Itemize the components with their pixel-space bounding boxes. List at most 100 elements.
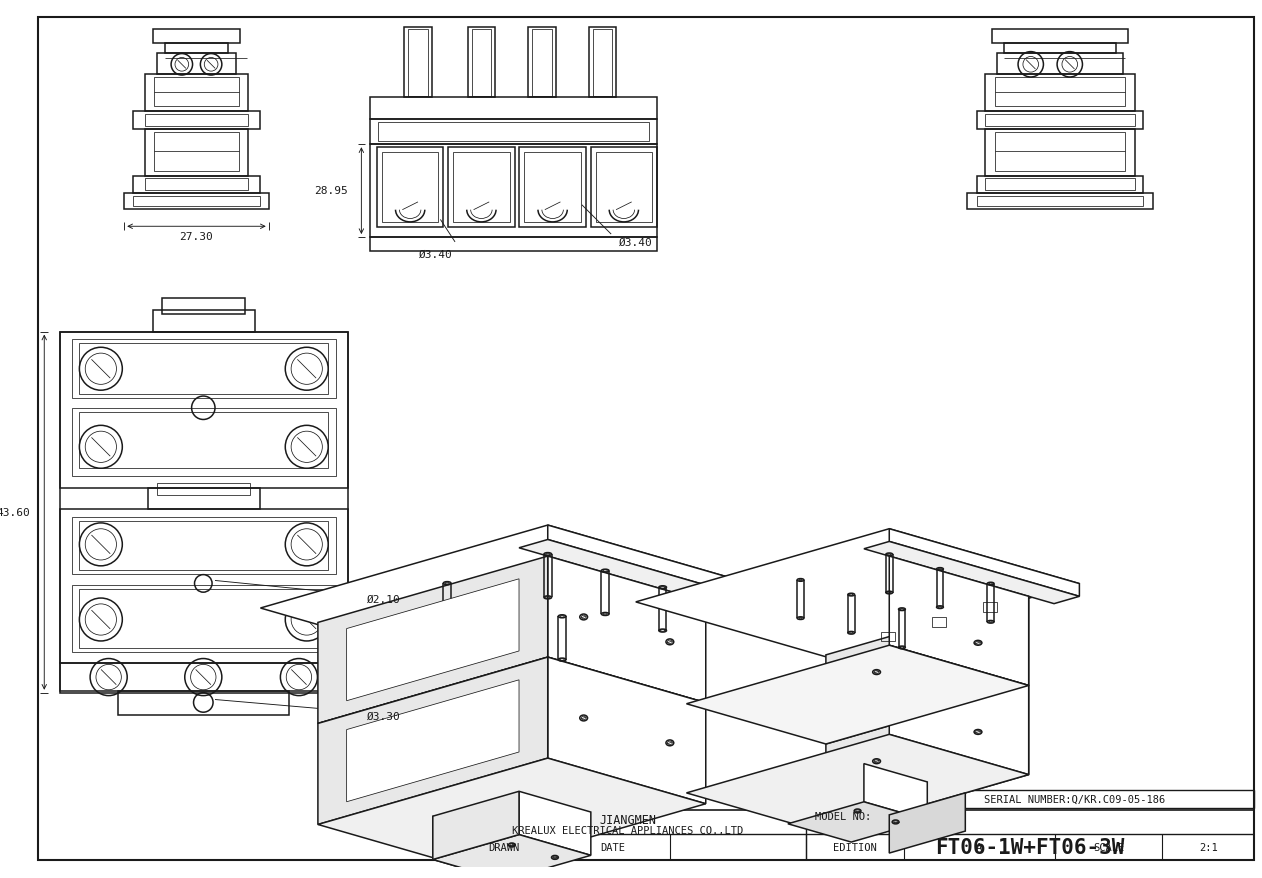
Bar [520,148,586,228]
Bar [133,176,260,194]
Text: DRAWN: DRAWN [488,842,520,852]
Polygon shape [548,525,764,602]
Bar [994,78,1126,107]
Polygon shape [864,542,1079,604]
Bar [80,344,328,394]
Bar [145,130,249,176]
Text: Ø3.40: Ø3.40 [419,249,452,259]
Bar [529,28,555,98]
Polygon shape [864,764,928,820]
Bar [163,299,245,314]
Bar [72,517,336,574]
Bar [933,617,945,627]
Polygon shape [890,793,965,853]
Polygon shape [433,817,505,878]
Polygon shape [318,557,548,723]
Bar [596,153,652,223]
Text: MODEL NO:: MODEL NO: [815,810,871,821]
Polygon shape [318,759,705,870]
Text: SERIAL NUMBER:Q/KR.C09-05-186: SERIAL NUMBER:Q/KR.C09-05-186 [984,794,1165,804]
Polygon shape [548,658,705,804]
Bar [370,119,658,145]
Text: JIANGMEN: JIANGMEN [599,813,656,826]
Bar [984,115,1135,126]
Bar [119,691,289,716]
Bar [997,54,1123,75]
Polygon shape [890,529,1079,597]
Bar [59,664,348,691]
Bar [1005,44,1116,54]
Bar [80,522,328,570]
Text: A: A [976,842,982,852]
Bar [124,194,269,210]
Bar [977,197,1143,206]
Text: Ø3.40: Ø3.40 [618,238,652,248]
Bar [154,133,240,171]
Bar [72,340,336,399]
Bar [154,78,240,107]
Bar [72,408,336,477]
Bar [80,412,328,469]
Polygon shape [687,735,1029,833]
Bar [589,28,616,98]
Bar [448,148,515,228]
Bar [472,30,491,97]
Polygon shape [519,791,591,855]
Polygon shape [825,597,1029,745]
Bar [133,112,260,130]
Polygon shape [787,802,928,842]
Bar [453,153,510,223]
Bar [984,179,1135,191]
Text: Ø2.10: Ø2.10 [367,594,401,604]
Bar [977,112,1143,130]
Bar [158,484,250,495]
Polygon shape [890,557,1029,686]
Bar [524,153,581,223]
Bar [994,133,1126,171]
Bar [984,130,1135,176]
Polygon shape [347,579,519,701]
Bar [158,54,236,75]
Bar [377,123,649,142]
Bar [145,115,249,126]
Bar [382,153,438,223]
Bar [153,30,240,44]
Text: 28.95: 28.95 [314,186,348,196]
Text: 2:1: 2:1 [1199,842,1218,852]
Text: DATE: DATE [601,842,626,852]
Bar [59,332,348,693]
Bar [370,98,658,119]
Bar [468,28,495,98]
Bar [80,590,328,648]
Polygon shape [890,645,1029,774]
Bar [59,509,348,664]
Bar [895,790,1254,808]
Bar [165,44,227,54]
Bar [377,148,443,228]
Polygon shape [519,540,764,610]
Polygon shape [260,525,764,671]
Polygon shape [318,658,548,824]
Bar [404,28,432,98]
Text: Ø3.30: Ø3.30 [367,711,401,722]
Text: KREALUX ELECTRICAL APPLIANCES CO.,LTD: KREALUX ELECTRICAL APPLIANCES CO.,LTD [512,825,743,835]
Text: EDITION: EDITION [833,842,877,852]
Bar [408,30,428,97]
Polygon shape [825,686,1029,833]
Bar [881,632,895,642]
Polygon shape [636,529,1079,657]
Bar [983,602,997,613]
Bar [370,238,658,251]
Bar [977,176,1143,194]
Text: 27.30: 27.30 [179,232,213,241]
Bar [72,586,336,652]
Bar [133,197,260,206]
Bar [533,30,551,97]
Bar [148,488,260,509]
Bar [992,30,1128,44]
Bar [591,148,658,228]
Polygon shape [318,658,705,769]
Polygon shape [347,680,519,802]
Bar [145,75,249,112]
Bar [451,810,1254,860]
